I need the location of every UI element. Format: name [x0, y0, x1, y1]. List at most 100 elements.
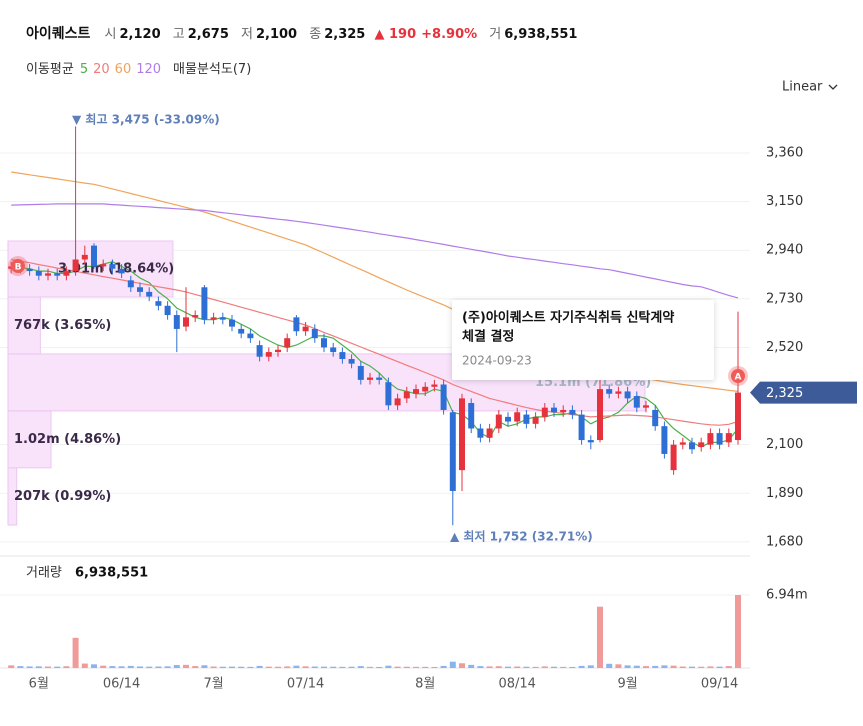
profile-label: 1.02m (4.86%) [14, 432, 121, 447]
volume-bar [229, 666, 235, 668]
legend-entry: 120 [136, 62, 161, 77]
volume-bar [155, 666, 162, 668]
candle-body [440, 384, 447, 410]
volume-bar [367, 666, 373, 668]
candle-body [735, 392, 741, 441]
candle-body [541, 407, 548, 417]
legend-entry: 5 [80, 62, 88, 77]
candle-body [495, 414, 502, 429]
candle-body [725, 433, 732, 443]
volume-bar [238, 666, 245, 668]
field-label: 저 [241, 27, 253, 42]
y-tick-label: 3,360 [766, 146, 803, 161]
volume-bar [514, 666, 521, 668]
ma-line [11, 203, 739, 299]
candle-body [229, 319, 235, 327]
candle-body [45, 273, 51, 276]
candle-body [652, 409, 659, 427]
candle-body [532, 416, 539, 424]
candle-body [81, 254, 88, 260]
volume-bar [551, 666, 557, 668]
candle-body [183, 317, 189, 327]
volume-bar [72, 637, 79, 668]
y-tick-label: 1,890 [766, 486, 803, 501]
volume-bar [661, 665, 668, 668]
dropdown-icon[interactable] [828, 84, 838, 90]
field-value: 6,938,551 [504, 27, 577, 42]
candle-body [661, 426, 668, 454]
event-tooltip [452, 300, 714, 380]
y-tick-label: 1,680 [766, 534, 803, 549]
price-tag [750, 381, 857, 404]
candle-body [505, 416, 511, 422]
low-annotation: ▲ 최저 1,752 (32.71%) [450, 529, 593, 544]
volume-bar [17, 666, 24, 668]
volume-bar [137, 666, 143, 668]
volume-bar [615, 664, 622, 668]
candle-body [201, 287, 208, 320]
candle-body [330, 347, 337, 353]
profile-label: 3.91m (18.64%) [58, 261, 174, 276]
candle-body [54, 273, 61, 276]
y-tick-label: 3,150 [766, 194, 803, 209]
stock-name: 아이퀘스트 [26, 25, 91, 42]
volume-bar [293, 665, 300, 668]
field-value: 2,675 [188, 27, 229, 42]
volume-bar [357, 666, 364, 668]
candle-body [670, 444, 677, 471]
candle-body [615, 391, 622, 394]
signal-marker [731, 369, 745, 383]
volume-bar [716, 666, 723, 668]
candle-body [569, 409, 576, 415]
candle-body [413, 389, 419, 394]
legend-title: 이동평균 [26, 62, 74, 77]
candle-body [597, 389, 603, 441]
candle-body [118, 268, 125, 274]
candle-body [689, 442, 695, 450]
volume-bar [146, 666, 153, 668]
candle-body [109, 264, 116, 269]
volume-tick-label: 6.94m [766, 588, 808, 603]
volume-bar [173, 665, 180, 668]
volume-bar [219, 666, 226, 668]
y-tick-label: 2,730 [766, 291, 803, 306]
candle-body [35, 271, 42, 276]
volume-bar [118, 666, 125, 668]
signal-marker [11, 259, 25, 273]
field-label: 고 [173, 27, 185, 42]
x-tick-label: 09/14 [701, 677, 738, 692]
legend-entry: 60 [115, 62, 132, 77]
candle-body [219, 317, 226, 320]
volume-bar [670, 665, 677, 668]
volume-bar [54, 666, 61, 668]
candle-body [293, 317, 300, 332]
legend-entry: 20 [93, 62, 110, 77]
candle-body [422, 386, 429, 392]
volume-bar [127, 665, 134, 668]
candle-body [514, 412, 521, 422]
candle-body [302, 326, 309, 332]
volume-bar [624, 665, 631, 668]
volume-bar [541, 666, 548, 668]
volume-title: 거래량 [26, 566, 62, 581]
candle-body [707, 433, 714, 445]
candle-body [173, 315, 180, 329]
field-label: 시 [105, 27, 117, 42]
volume-bar [265, 666, 272, 668]
candle-body [431, 384, 438, 387]
x-tick-label: 08/14 [498, 677, 535, 692]
y-tick-label: 2,100 [766, 437, 803, 452]
candle-body [606, 389, 613, 394]
volume-bar [689, 666, 695, 668]
candle-body [63, 271, 70, 276]
volume-bar [8, 665, 15, 668]
candle-body [587, 440, 594, 443]
field-label: 종 [309, 27, 321, 42]
volume-bar [164, 666, 171, 668]
candle-body [403, 391, 410, 399]
scale-mode[interactable]: Linear [782, 80, 823, 95]
candle-body [339, 352, 346, 360]
candle-body [394, 398, 401, 406]
volume-bar [468, 664, 475, 668]
x-tick-label: 07/14 [287, 677, 324, 692]
